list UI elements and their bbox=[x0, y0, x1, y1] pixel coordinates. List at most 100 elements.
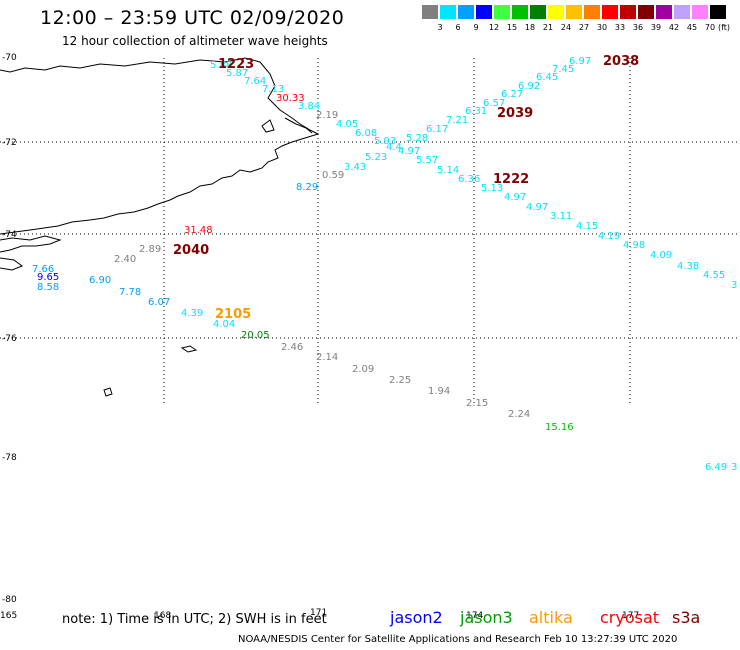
legend-swatch bbox=[422, 5, 438, 19]
latitude-label: -76 bbox=[2, 334, 17, 344]
legend-bin-label: 33 bbox=[614, 23, 626, 32]
wave-height-value: 4.04 bbox=[213, 319, 235, 330]
wave-height-value: 2.46 bbox=[281, 342, 303, 353]
legend-bin-label: 70 bbox=[704, 23, 716, 32]
wave-height-value: 6.08 bbox=[355, 128, 377, 139]
wave-height-value: 5.14 bbox=[437, 165, 459, 176]
pass-time-label: 1223 bbox=[218, 57, 254, 72]
legend-bin-label: 36 bbox=[632, 23, 644, 32]
wave-height-value: 6.90 bbox=[89, 275, 111, 286]
wave-height-value: 6.36 bbox=[458, 174, 480, 185]
wave-height-value: 7.78 bbox=[119, 287, 141, 298]
satellite-cryosat: cryosat bbox=[600, 608, 660, 627]
longitude-label: 171 bbox=[310, 608, 327, 618]
wave-height-value: 5.23 bbox=[365, 152, 387, 163]
coastline-inlet bbox=[261, 119, 275, 133]
coastline-south bbox=[0, 235, 62, 253]
latitude-label: -74 bbox=[2, 230, 17, 240]
wave-height-value: 31.48 bbox=[184, 225, 213, 236]
legend-bin-label: 30 bbox=[596, 23, 608, 32]
legend-swatch bbox=[548, 5, 564, 19]
wave-height-value: 7.45 bbox=[552, 64, 574, 75]
wave-height-value: 2.14 bbox=[316, 352, 338, 363]
legend-bin-label: 6 bbox=[455, 23, 461, 32]
coastline-islet-3 bbox=[103, 387, 113, 397]
coastline-islet-1 bbox=[0, 257, 24, 271]
pass-time-label: 2040 bbox=[173, 243, 209, 258]
legend-bin-label: 15 bbox=[506, 23, 518, 32]
coastline-islet-2 bbox=[180, 345, 198, 353]
color-scale-legend: 3 6 9 12 15 18 21 24 27 30 33 36 39 42 45 70 (ft) bbox=[422, 5, 730, 35]
legend-bin-label: 24 bbox=[560, 23, 572, 32]
wave-height-value: 30.33 bbox=[276, 93, 305, 104]
wave-height-value: 7.64 bbox=[244, 76, 266, 87]
longitude-label: 177 bbox=[622, 611, 639, 621]
legend-swatch bbox=[710, 5, 726, 19]
legend-swatch bbox=[674, 5, 690, 19]
wave-height-value: 1.94 bbox=[428, 386, 450, 397]
wave-height-value: 3 bbox=[731, 462, 737, 473]
pass-time-label: 1222 bbox=[493, 172, 529, 187]
legend-swatch bbox=[530, 5, 546, 19]
legend-swatch bbox=[458, 5, 474, 19]
legend-bin-label: 3 bbox=[437, 23, 443, 32]
wave-height-value: 15.16 bbox=[545, 422, 574, 433]
wave-height-value: 6.45 bbox=[536, 72, 558, 83]
wave-height-value: 4.05 bbox=[336, 119, 358, 130]
wave-height-value: 6.07 bbox=[148, 297, 170, 308]
wave-height-value: 4.39 bbox=[181, 308, 203, 319]
pass-time-label: 2039 bbox=[497, 106, 533, 121]
legend-bin-label: 27 bbox=[578, 23, 590, 32]
coastline-cape bbox=[284, 117, 313, 134]
wave-height-value: 3.43 bbox=[344, 162, 366, 173]
wave-height-value: 7.21 bbox=[446, 115, 468, 126]
satellite-altika: altika bbox=[529, 608, 573, 627]
legend-swatch bbox=[620, 5, 636, 19]
wave-height-value: 3.84 bbox=[298, 101, 320, 112]
wave-height-value: 4.97 bbox=[398, 146, 420, 157]
wave-height-value: 8.58 bbox=[37, 282, 59, 293]
legend-swatch bbox=[476, 5, 492, 19]
wave-height-value: 4.15 bbox=[576, 221, 598, 232]
axis-labels: -70 -72 -74 -76 -78 -80 165 168 171 174 177 bbox=[0, 53, 639, 621]
wave-height-value: 2.19 bbox=[316, 110, 338, 121]
legend-bin-label: 21 bbox=[542, 23, 554, 32]
wave-height-value: 6.97 bbox=[569, 56, 591, 67]
wave-height-value: 20.05 bbox=[241, 330, 270, 341]
satellite-jason2: jason2 bbox=[390, 608, 443, 627]
pass-time-label: 2038 bbox=[603, 54, 639, 69]
wave-height-value: 4.55 bbox=[703, 270, 725, 281]
legend-swatch bbox=[566, 5, 582, 19]
satellite-s3a: s3a bbox=[672, 608, 701, 627]
legend-swatch bbox=[494, 5, 510, 19]
chart-subtitle: 12 hour collection of altimeter wave hei… bbox=[62, 34, 328, 48]
legend-bin-label: 9 bbox=[473, 23, 479, 32]
legend-swatch bbox=[440, 5, 456, 19]
wave-height-value: 5.93 bbox=[374, 136, 396, 147]
wave-height-value: 2.25 bbox=[389, 375, 411, 386]
wave-height-value: 4.09 bbox=[650, 250, 672, 261]
wave-height-value: 2.40 bbox=[114, 254, 136, 265]
wave-height-value: 4.98 bbox=[623, 240, 645, 251]
legend-bin-label: 39 bbox=[650, 23, 662, 32]
coastline-main bbox=[0, 57, 320, 235]
wave-height-value: 5.57 bbox=[416, 155, 438, 166]
pass-time-label: 2105 bbox=[215, 307, 251, 322]
legend-swatch bbox=[512, 5, 528, 19]
wave-height-value: 7.66 bbox=[32, 264, 54, 275]
wave-height-value: 2.89 bbox=[139, 244, 161, 255]
units-note: note: 1) Time is in UTC; 2) SWH is in fe… bbox=[62, 612, 327, 627]
legend-swatch bbox=[584, 5, 600, 19]
wave-height-value: 5.13 bbox=[481, 183, 503, 194]
wave-height-value: 0.59 bbox=[322, 170, 344, 181]
legend-bin-label: 42 bbox=[668, 23, 680, 32]
wave-height-value: 8.29 bbox=[296, 182, 318, 193]
wave-height-value: 3 bbox=[731, 280, 737, 291]
wave-height-value: 2.15 bbox=[466, 398, 488, 409]
latitude-label: -70 bbox=[2, 53, 17, 63]
latitude-label: -80 bbox=[2, 595, 17, 605]
wave-height-value: 6.31 bbox=[465, 106, 487, 117]
wave-height-value: 6.57 bbox=[483, 98, 505, 109]
credit-line: NOAA/NESDIS Center for Satellite Applica… bbox=[238, 634, 678, 645]
wave-height-value: 3.11 bbox=[550, 211, 572, 222]
